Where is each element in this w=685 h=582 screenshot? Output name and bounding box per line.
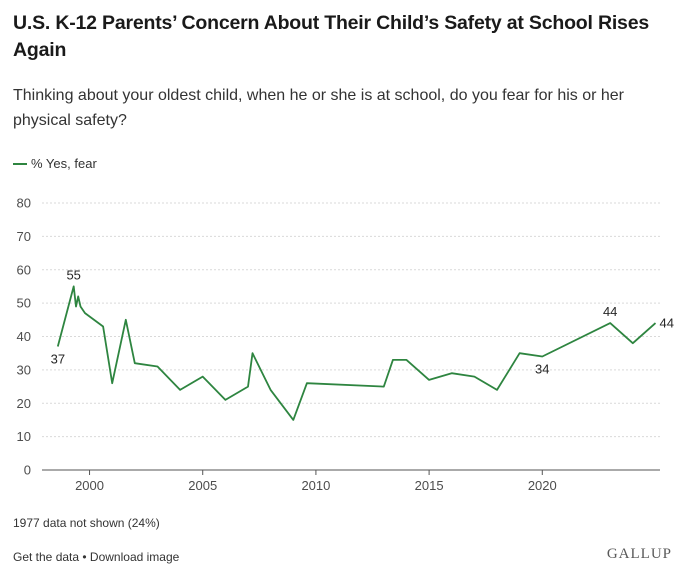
footnote: 1977 data not shown (24%) [13,516,160,530]
y-tick-label: 0 [24,463,31,478]
data-point [403,357,409,363]
data-point [471,374,477,380]
data-point [82,310,88,316]
get-data-link[interactable]: Get the data [13,550,80,564]
data-point [381,384,387,390]
data-point [132,360,138,366]
data-point [517,350,523,356]
y-tick-label: 60 [17,262,31,277]
series-group [55,283,658,423]
data-label: 44 [603,304,617,319]
data-point [607,320,613,326]
data-point [250,350,256,356]
footer-separator: • [79,550,90,564]
data-point [75,293,81,299]
data-point [154,364,160,370]
gridlines [42,202,660,471]
x-tick-label: 2005 [188,478,217,493]
chart-title: U.S. K-12 Parents’ Concern About Their C… [13,12,649,61]
y-tick-label: 30 [17,362,31,377]
data-point [77,303,83,309]
data-point [55,344,61,350]
line-chart: 2000 2005 2010 2015 2020 0 10 20 30 40 50 60 70 80 3… [17,196,674,494]
data-point [652,320,658,326]
data-point [71,283,77,289]
legend: % Yes, fear [13,156,97,171]
download-image-link[interactable]: Download image [89,550,180,564]
x-tick-label: 2020 [528,478,557,493]
y-tick-label: 50 [17,296,31,311]
data-point [390,357,396,363]
chart-subtitle: Thinking about your oldest child, when h… [13,87,625,129]
legend-label: % Yes, fear [31,156,97,171]
y-tick-label: 10 [17,429,31,444]
data-label: 34 [535,362,549,377]
data-point [268,387,274,393]
data-point [290,417,296,423]
data-label: 44 [659,316,673,331]
x-tick-label: 2010 [301,478,330,493]
y-tick-label: 70 [17,229,31,244]
data-point [630,340,636,346]
data-point [494,387,500,393]
footer-links: Get the data • Download image [13,550,179,564]
series-line [56,285,657,421]
x-tick-label: 2015 [415,478,444,493]
data-point [449,370,455,376]
data-label: 55 [66,267,80,282]
data-point [177,387,183,393]
data-point [109,380,115,386]
y-tick-label: 80 [17,196,31,211]
data-point [100,323,106,329]
x-axis: 2000 2005 2010 2015 2020 [75,470,557,493]
x-tick-label: 2000 [75,478,104,493]
data-point [539,354,545,360]
data-point [304,380,310,386]
y-tick-label: 40 [17,329,31,344]
y-tick-label: 20 [17,396,31,411]
data-point [245,384,251,390]
data-labels: 37 55 34 44 44 [51,267,674,376]
data-point [426,377,432,383]
data-point [222,397,228,403]
legend-swatch [13,162,27,165]
y-axis: 0 10 20 30 40 50 60 70 80 [17,196,31,478]
data-point [123,317,129,323]
data-point [200,374,206,380]
data-label: 37 [51,352,65,367]
gallup-logo: GALLUP [606,546,672,562]
